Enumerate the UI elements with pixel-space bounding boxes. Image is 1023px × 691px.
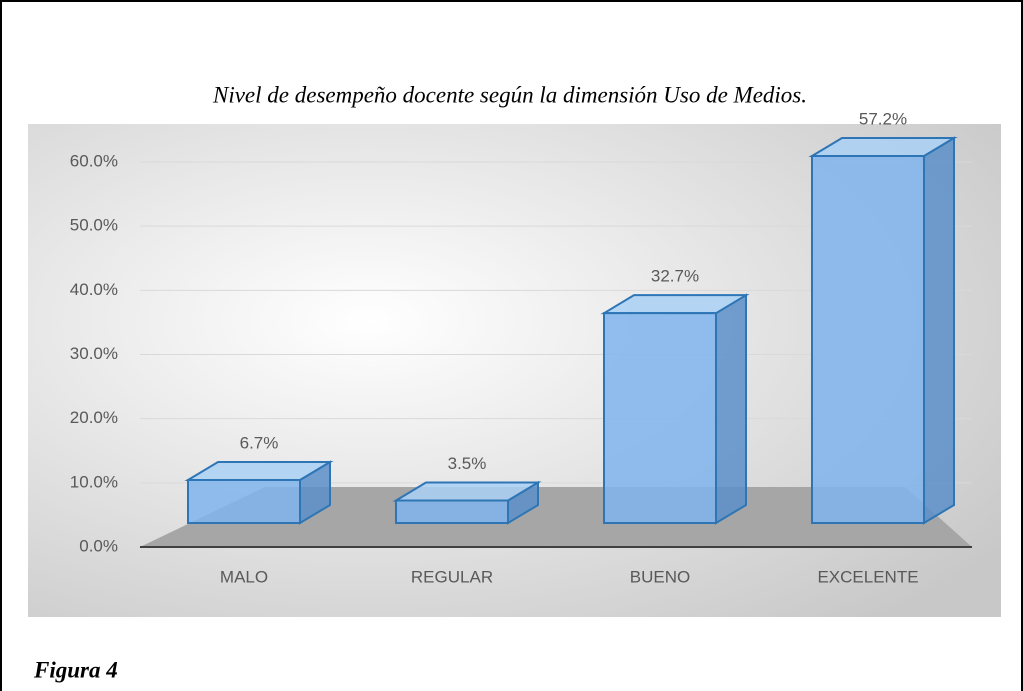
floor bbox=[140, 487, 972, 547]
chart-title: Nivel de desempeño docente según la dime… bbox=[212, 82, 807, 107]
bar-front bbox=[603, 312, 717, 524]
bar-side bbox=[923, 136, 955, 525]
bar-side bbox=[715, 293, 747, 525]
bar bbox=[808, 136, 958, 525]
x-tick-label: MALO bbox=[220, 567, 268, 586]
y-tick-label: 50.0% bbox=[70, 216, 118, 235]
data-label: 57.2% bbox=[859, 109, 907, 128]
y-tick-label: 20.0% bbox=[70, 408, 118, 427]
y-tick-label: 60.0% bbox=[70, 151, 118, 170]
y-tick-label: 30.0% bbox=[70, 344, 118, 363]
bar-front bbox=[811, 154, 925, 524]
data-label: 6.7% bbox=[240, 433, 279, 452]
x-tick-label: EXCELENTE bbox=[817, 567, 918, 586]
bar bbox=[600, 293, 750, 525]
bar bbox=[184, 460, 334, 525]
y-tick-label: 10.0% bbox=[70, 472, 118, 491]
bar-front bbox=[187, 479, 301, 524]
data-label: 3.5% bbox=[448, 454, 487, 473]
bar-front bbox=[395, 499, 509, 524]
x-tick-label: BUENO bbox=[630, 567, 690, 586]
caption: Figura 4 bbox=[33, 657, 118, 682]
data-label: 32.7% bbox=[651, 267, 699, 286]
bar bbox=[392, 480, 542, 525]
y-tick-label: 0.0% bbox=[79, 536, 118, 555]
x-tick-label: REGULAR bbox=[411, 567, 493, 586]
y-tick-label: 40.0% bbox=[70, 280, 118, 299]
